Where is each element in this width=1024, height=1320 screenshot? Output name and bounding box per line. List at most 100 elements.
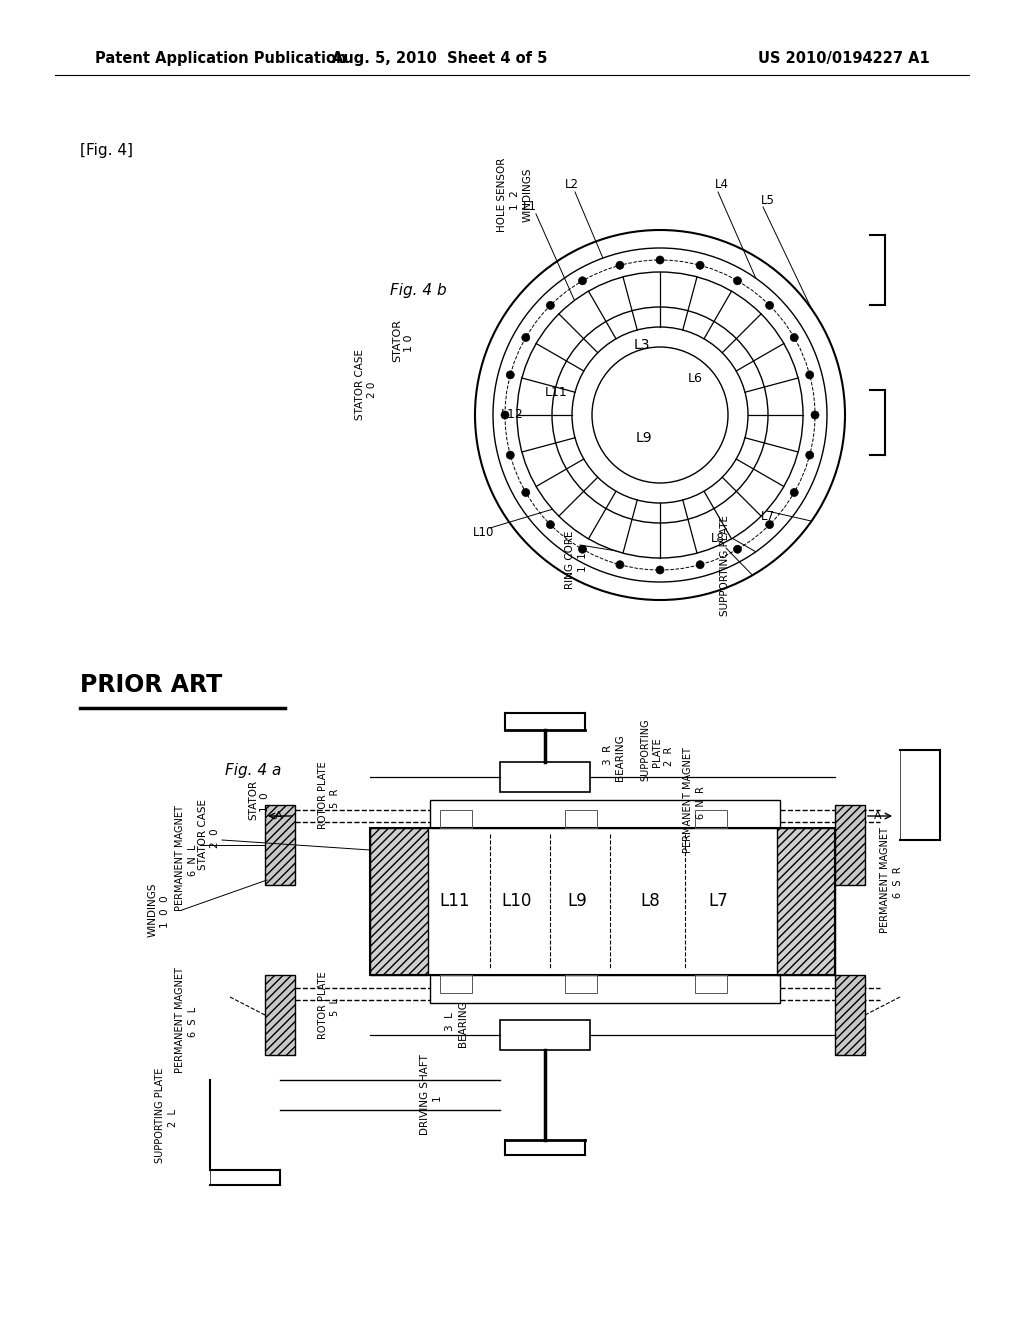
Circle shape xyxy=(579,545,587,553)
Bar xyxy=(265,805,295,884)
Text: L7: L7 xyxy=(709,892,728,911)
Text: 1  2: 1 2 xyxy=(510,190,520,210)
Text: L8: L8 xyxy=(711,532,725,544)
Text: 3  R: 3 R xyxy=(603,744,613,766)
Circle shape xyxy=(733,545,741,553)
Text: 6  N  R: 6 N R xyxy=(696,787,706,820)
Circle shape xyxy=(766,301,773,309)
Text: ROTOR PLATE: ROTOR PLATE xyxy=(318,762,328,829)
Text: L2: L2 xyxy=(565,178,579,191)
Text: SUPPORTING PLATE: SUPPORTING PLATE xyxy=(720,515,730,615)
Text: PERMANENT MAGNET: PERMANENT MAGNET xyxy=(683,747,693,853)
Text: L9: L9 xyxy=(636,432,652,445)
Circle shape xyxy=(615,561,624,569)
Text: 1  0  0: 1 0 0 xyxy=(160,896,170,928)
Circle shape xyxy=(493,248,827,582)
Text: [Fig. 4]: [Fig. 4] xyxy=(80,143,133,157)
Text: L4: L4 xyxy=(715,178,729,191)
Circle shape xyxy=(806,451,814,459)
Text: A: A xyxy=(874,810,882,821)
Circle shape xyxy=(615,261,624,269)
Text: WINDINGS: WINDINGS xyxy=(148,883,158,937)
Text: 2  R: 2 R xyxy=(664,746,674,766)
Text: 2 0: 2 0 xyxy=(367,381,377,399)
Text: 6  S  R: 6 S R xyxy=(893,866,903,898)
Text: RING CORE: RING CORE xyxy=(565,531,575,589)
Circle shape xyxy=(547,520,554,528)
Text: L11: L11 xyxy=(439,892,470,911)
Bar xyxy=(835,805,865,884)
Text: STATOR CASE: STATOR CASE xyxy=(198,800,208,870)
Text: DRIVING SHAFT: DRIVING SHAFT xyxy=(420,1055,430,1135)
Text: A: A xyxy=(275,810,283,821)
Circle shape xyxy=(811,411,819,418)
Circle shape xyxy=(579,277,587,285)
Circle shape xyxy=(696,561,705,569)
Bar xyxy=(695,975,727,993)
Text: L12: L12 xyxy=(501,408,523,421)
Bar xyxy=(370,828,428,975)
Text: PERMANENT MAGNET: PERMANENT MAGNET xyxy=(175,968,185,1073)
Circle shape xyxy=(766,520,773,528)
Text: PLATE: PLATE xyxy=(652,737,662,767)
Text: L3: L3 xyxy=(634,338,650,352)
Text: SUPPORTING PLATE: SUPPORTING PLATE xyxy=(155,1068,165,1163)
Text: 2  0: 2 0 xyxy=(210,828,220,847)
Text: HOLE SENSOR: HOLE SENSOR xyxy=(497,158,507,232)
Text: L5: L5 xyxy=(761,194,775,206)
Text: ROTOR PLATE: ROTOR PLATE xyxy=(318,972,328,1039)
Text: L9: L9 xyxy=(567,892,587,911)
Text: 3  L: 3 L xyxy=(445,1012,455,1031)
Text: 2  L: 2 L xyxy=(168,1109,178,1127)
Text: L7: L7 xyxy=(761,511,775,524)
Bar xyxy=(777,828,835,975)
Circle shape xyxy=(522,488,529,496)
Bar xyxy=(430,800,780,828)
Text: 5  L: 5 L xyxy=(330,998,340,1016)
Text: 1  1: 1 1 xyxy=(578,552,588,572)
Text: 1: 1 xyxy=(432,1094,442,1101)
Text: SUPPORTING: SUPPORTING xyxy=(640,718,650,781)
Text: 1 0: 1 0 xyxy=(404,334,414,351)
Bar xyxy=(695,810,727,828)
Circle shape xyxy=(791,488,799,496)
Text: PRIOR ART: PRIOR ART xyxy=(80,673,222,697)
Circle shape xyxy=(806,371,814,379)
Text: Fig. 4 b: Fig. 4 b xyxy=(390,282,446,297)
Circle shape xyxy=(696,261,705,269)
Text: STATOR: STATOR xyxy=(248,780,258,820)
Bar xyxy=(440,810,472,828)
Bar xyxy=(565,810,597,828)
Circle shape xyxy=(506,371,514,379)
Text: Patent Application Publication: Patent Application Publication xyxy=(95,50,346,66)
Text: Fig. 4 a: Fig. 4 a xyxy=(225,763,282,777)
Circle shape xyxy=(506,451,514,459)
Circle shape xyxy=(475,230,845,601)
Text: 1  0: 1 0 xyxy=(260,792,270,812)
Text: STATOR: STATOR xyxy=(392,318,402,362)
Text: PERMANENT MAGNET: PERMANENT MAGNET xyxy=(175,805,185,911)
Text: BEARING: BEARING xyxy=(458,1001,468,1047)
Text: L1: L1 xyxy=(523,201,537,214)
Bar xyxy=(565,975,597,993)
Text: L10: L10 xyxy=(473,525,495,539)
Text: PERMANENT MAGNET: PERMANENT MAGNET xyxy=(880,828,890,933)
Text: US 2010/0194227 A1: US 2010/0194227 A1 xyxy=(758,50,930,66)
Text: L8: L8 xyxy=(640,892,659,911)
Circle shape xyxy=(547,301,554,309)
Circle shape xyxy=(522,334,529,342)
Text: Aug. 5, 2010  Sheet 4 of 5: Aug. 5, 2010 Sheet 4 of 5 xyxy=(333,50,548,66)
Circle shape xyxy=(656,566,664,574)
Text: 6  N  L: 6 N L xyxy=(188,845,198,875)
Bar xyxy=(430,975,780,1003)
Circle shape xyxy=(733,277,741,285)
Text: 5  R: 5 R xyxy=(330,788,340,808)
Text: WINDINGS: WINDINGS xyxy=(523,168,534,222)
Circle shape xyxy=(656,256,664,264)
Circle shape xyxy=(501,411,509,418)
Circle shape xyxy=(572,327,748,503)
Bar xyxy=(370,828,835,975)
Text: STATOR CASE: STATOR CASE xyxy=(355,350,365,421)
Text: L11: L11 xyxy=(545,387,567,400)
Bar xyxy=(440,975,472,993)
